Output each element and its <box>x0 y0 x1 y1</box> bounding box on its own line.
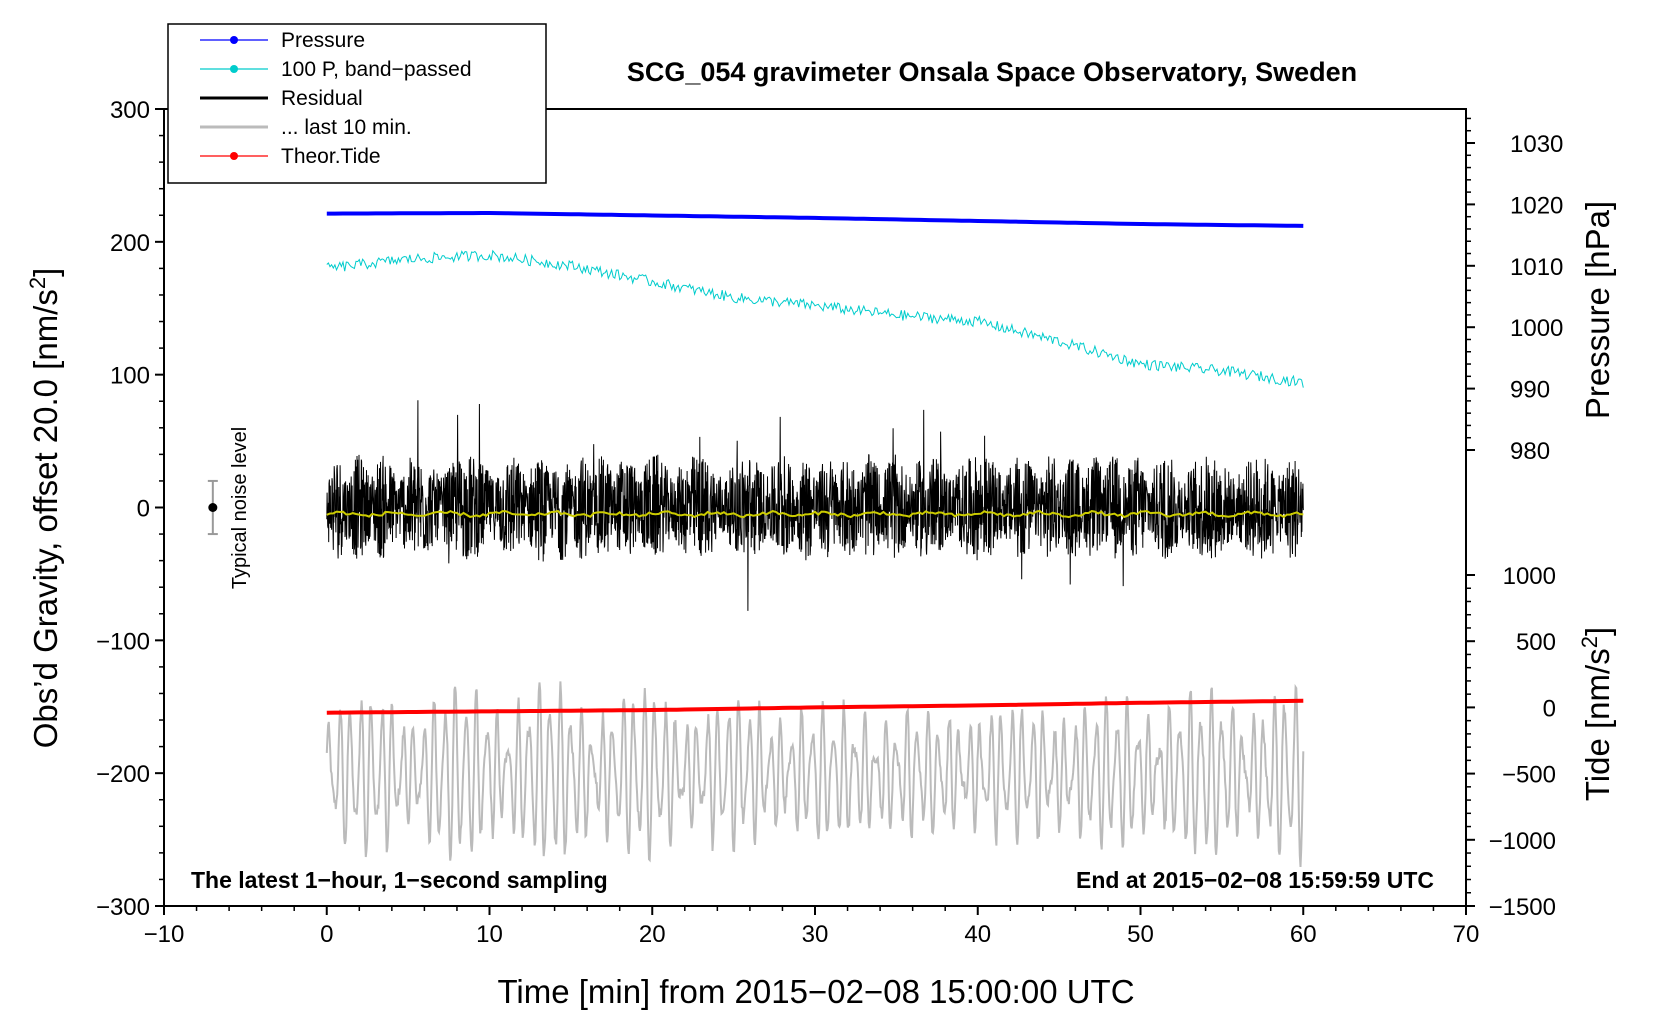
legend-marker <box>230 152 238 160</box>
end-time-annotation: End at 2015−02−08 15:59:59 UTC <box>1076 867 1434 893</box>
left-axis-title-main: Obs’d Gravity, offset 20.0 [nm/s <box>27 289 64 748</box>
left-tick-label: 200 <box>110 230 150 257</box>
tick-layer: −10 0 10 20 30 40 50 60 703002001000−100−200−300… <box>96 97 1563 948</box>
left-axis-title-close: ] <box>27 268 64 277</box>
x-tick-label: 40 <box>964 921 991 948</box>
pressure-tick-label: 1020 <box>1510 192 1563 219</box>
legend-marker <box>230 36 238 44</box>
x-axis-title: Time [min] from 2015−02−08 15:00:00 UTC <box>497 973 1134 1010</box>
x-tick-label: 0 <box>320 921 333 948</box>
left-tick-label: −200 <box>96 761 150 788</box>
sampling-annotation: The latest 1−hour, 1−second sampling <box>191 867 608 893</box>
tide-axis-title-main: Tide [nm/s <box>1579 648 1616 801</box>
noise-level-indicator: Typical noise level <box>207 427 251 589</box>
left-tick-label: 0 <box>137 496 150 523</box>
tide-axis-title-close: ] <box>1579 627 1616 636</box>
x-tick-label: 20 <box>639 921 666 948</box>
legend-label: Theor.Tide <box>281 145 381 168</box>
pressure-axis-title: Pressure [hPa] <box>1579 201 1616 419</box>
last-10-min-line <box>325 681 1305 868</box>
x-tick-label: 30 <box>802 921 829 948</box>
left-tick-label: 100 <box>110 363 150 390</box>
tide-tick-label: 500 <box>1516 629 1556 656</box>
left-tick-label: −300 <box>96 894 150 921</box>
x-tick-label: 60 <box>1290 921 1317 948</box>
tide-axis-title: Tide [nm/s2] <box>1577 627 1616 801</box>
tide-tick-label: 0 <box>1543 695 1556 722</box>
legend-label: Pressure <box>281 29 365 52</box>
tide-tick-label: −1000 <box>1489 828 1556 855</box>
chart-title: SCG_054 gravimeter Onsala Space Observat… <box>627 57 1357 87</box>
pressure-tick-label: 1030 <box>1510 131 1563 158</box>
pressure-line <box>326 211 1304 228</box>
smoothed-residual-line <box>326 509 1304 519</box>
left-axis-title-sup: 2 <box>25 277 50 289</box>
tide-tick-label: −500 <box>1502 762 1556 789</box>
pressure-tick-label: 990 <box>1510 377 1550 404</box>
left-tick-label: 300 <box>110 97 150 124</box>
legend-label: Residual <box>281 87 363 110</box>
series-layer <box>325 211 1305 868</box>
x-tick-label: 10 <box>476 921 503 948</box>
pressure-tick-label: 980 <box>1510 438 1550 465</box>
x-tick-label: 70 <box>1453 921 1480 948</box>
theor-tide-line <box>326 698 1304 715</box>
left-tick-label: −100 <box>96 628 150 655</box>
pressure-bandpassed-line <box>326 249 1304 388</box>
x-tick-label: −10 <box>144 921 185 948</box>
left-axis-title: Obs’d Gravity, offset 20.0 [nm/s2] <box>25 268 64 749</box>
x-tick-label: 50 <box>1127 921 1154 948</box>
pressure-tick-label: 1010 <box>1510 254 1563 281</box>
legend-label: ... last 10 min. <box>281 116 412 139</box>
legend-marker <box>230 65 238 73</box>
legend-label: 100 P, band−passed <box>281 58 472 81</box>
legend: Pressure 100 P, band−passed Residual ... la… <box>167 23 547 184</box>
tide-tick-label: −1500 <box>1489 894 1556 921</box>
tide-axis-title-sup: 2 <box>1577 636 1602 648</box>
noise-level-label: Typical noise level <box>229 427 251 589</box>
tide-tick-label: 1000 <box>1503 563 1556 590</box>
pressure-tick-label: 1000 <box>1510 315 1563 342</box>
